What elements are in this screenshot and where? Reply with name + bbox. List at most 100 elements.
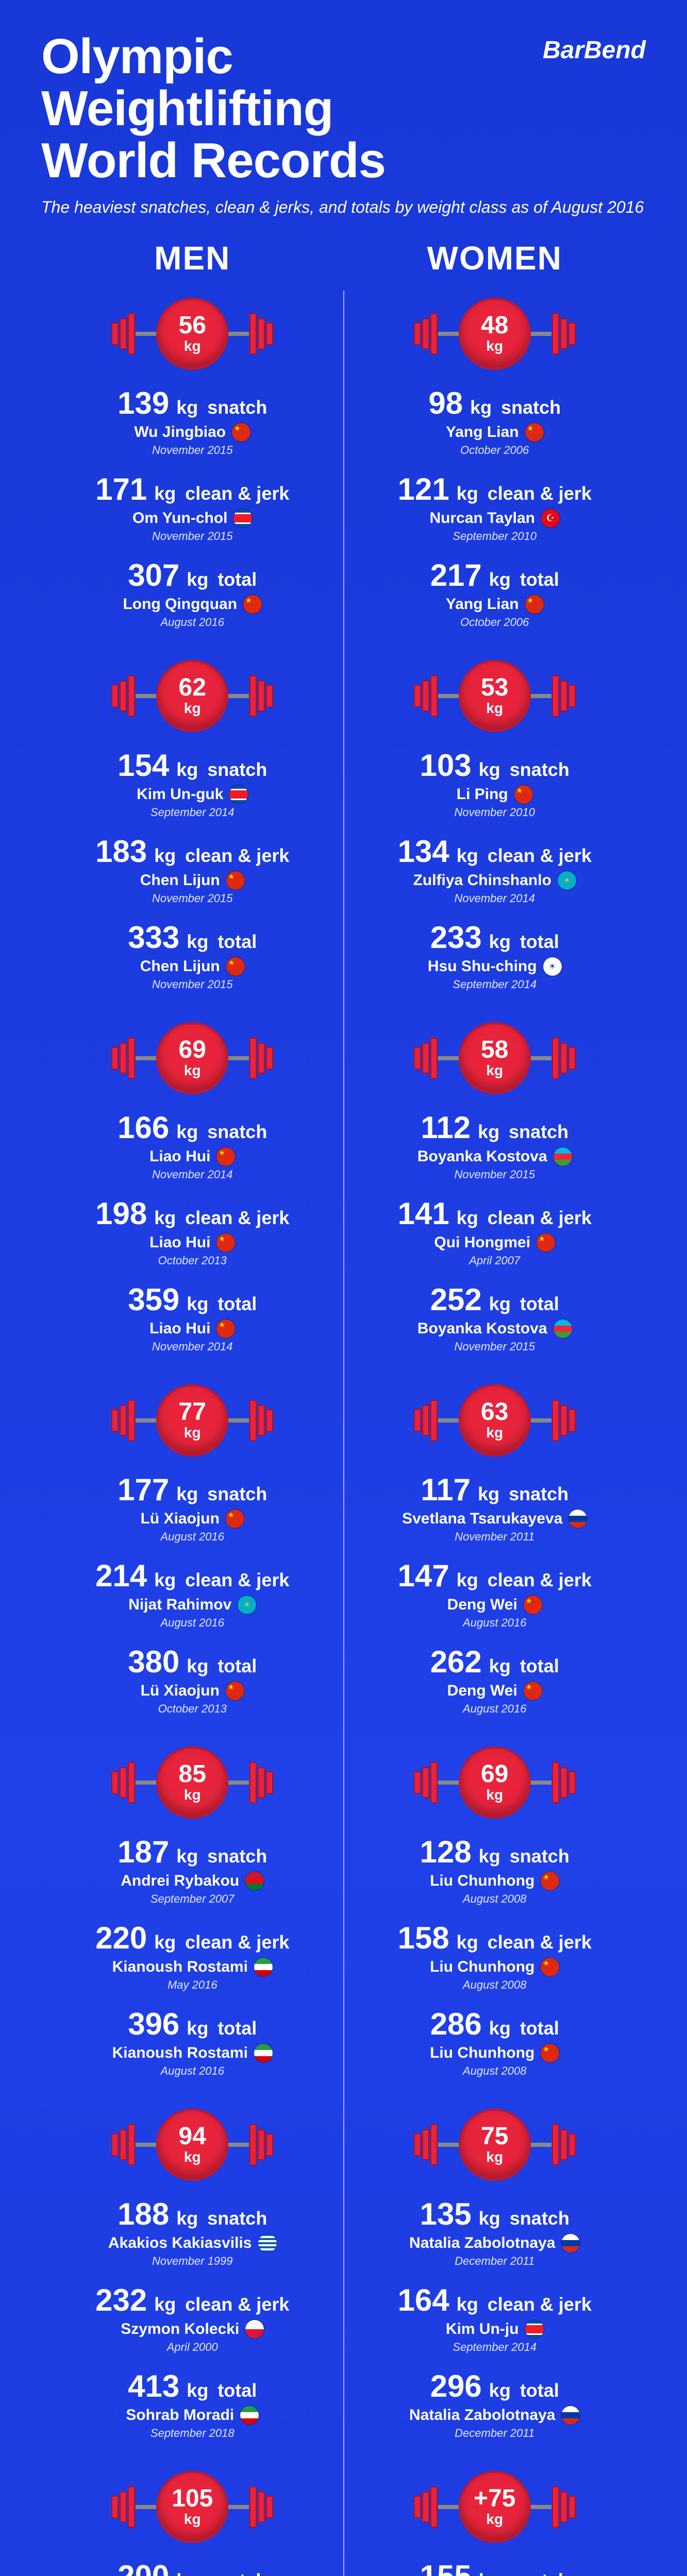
lift-type: clean & jerk (482, 845, 592, 866)
weight-class-value: 63 (481, 1400, 508, 1425)
barbell-graphic: 56 kg (57, 298, 328, 370)
record-entry: 217 kg total Yang Lian October 2006 (359, 557, 631, 629)
record-value-line: 252 kg total (359, 1282, 631, 1317)
record-entry: 177 kg snatch Lü Xiaojun August 2016 (57, 1472, 328, 1544)
flag-icon (541, 1872, 559, 1890)
weight-class-unit: kg (184, 2149, 201, 2165)
weight-class-block: 53 kg 103 kg snatch Li Ping November 201… (359, 660, 631, 991)
lift-type: total (212, 931, 257, 952)
men-heading: MEN (57, 239, 328, 277)
record-athlete-line: Liu Chunhong (359, 2044, 631, 2062)
record-athlete-line: Yang Lian (359, 595, 631, 614)
record-athlete-line: Chen Lijun (57, 871, 328, 890)
weight-class-unit: kg (184, 338, 201, 354)
record-value-line: 333 kg total (57, 920, 328, 955)
record-value-line: 117 kg snatch (359, 1472, 631, 1507)
record-value: 121 (398, 472, 449, 506)
flag-icon (254, 2044, 273, 2062)
lift-type: snatch (202, 397, 267, 418)
record-date: September 2014 (57, 806, 328, 819)
barbell-graphic: +75 kg (359, 2471, 631, 2543)
record-athlete-line: Lü Xiaojun (57, 1682, 328, 1700)
record-value-line: 164 kg clean & jerk (359, 2282, 631, 2318)
record-entry: 128 kg snatch Liu Chunhong August 2008 (359, 1834, 631, 1906)
record-value-line: 233 kg total (359, 920, 631, 955)
kg-label: kg (473, 1483, 499, 1504)
record-date: August 2016 (359, 1702, 631, 1716)
record-value-line: 214 kg clean & jerk (57, 1558, 328, 1594)
record-value: 286 (430, 2007, 482, 2041)
record-value: 177 (118, 1472, 169, 1507)
record-value-line: 286 kg total (359, 2006, 631, 2042)
plate-stack-left (111, 2124, 136, 2165)
record-value-line: 198 kg clean & jerk (57, 1196, 328, 1231)
record-athlete-line: Deng Wei (359, 1682, 631, 1700)
athlete-name: Lü Xiaojun (141, 1682, 220, 1700)
kg-label: kg (171, 2208, 198, 2229)
lift-type: snatch (505, 1845, 569, 1867)
record-entry: 139 kg snatch Wu Jingbiao November 2015 (57, 385, 328, 457)
kg-label: kg (484, 931, 511, 952)
weight-class-unit: kg (184, 1425, 201, 1441)
plate-stack-right (551, 1762, 576, 1803)
weight-class-unit: kg (486, 2511, 503, 2528)
flag-icon (525, 595, 544, 614)
record-entry: 112 kg snatch Boyanka Kostova November 2… (359, 1110, 631, 1181)
athlete-name: Qui Hongmei (434, 1234, 530, 1251)
record-athlete-line: Kim Un-ju (359, 2320, 631, 2338)
flag-icon (229, 785, 248, 804)
record-value-line: 158 kg clean & jerk (359, 1920, 631, 1956)
flag-icon (226, 871, 245, 890)
athlete-name: Szymon Kolecki (121, 2320, 239, 2338)
plate-stack-right (551, 675, 576, 717)
record-value-line: 413 kg total (57, 2368, 328, 2404)
record-date: August 2016 (359, 1616, 631, 1630)
kg-label: kg (181, 931, 208, 952)
flag-icon (554, 1319, 572, 1338)
weight-class-block: 58 kg 112 kg snatch Boyanka Kostova Nove… (359, 1022, 631, 1353)
record-date: November 2015 (57, 530, 328, 543)
lift-type: clean & jerk (482, 1931, 592, 1953)
kg-label: kg (451, 1569, 478, 1590)
record-date: November 2010 (359, 806, 631, 819)
weight-class-disc: 85 kg (156, 1747, 228, 1819)
record-value-line: 232 kg clean & jerk (57, 2282, 328, 2318)
kg-label: kg (171, 1121, 198, 1142)
kg-label: kg (474, 1845, 500, 1867)
record-value: 220 (95, 1921, 147, 1955)
flag-icon (243, 595, 262, 614)
kg-label: kg (149, 1207, 176, 1228)
record-date: September 2010 (359, 530, 631, 543)
barbell-graphic: 105 kg (57, 2471, 328, 2543)
record-value: 214 (95, 1558, 147, 1593)
record-athlete-line: Li Ping (359, 785, 631, 804)
kg-label: kg (484, 2380, 511, 2401)
plate-stack-left (413, 1038, 438, 1079)
record-date: November 2014 (359, 892, 631, 905)
lift-type: total (515, 2380, 559, 2401)
flag-icon (238, 1596, 256, 1614)
kg-label: kg (149, 845, 176, 866)
flag-icon (558, 871, 576, 890)
weight-class-block: 56 kg 139 kg snatch Wu Jingbiao November… (57, 298, 328, 629)
record-value-line: 200 kg snatch (57, 2558, 328, 2576)
record-value: 98 (428, 386, 463, 420)
record-value: 359 (128, 1282, 179, 1317)
weight-class-disc: 62 kg (156, 660, 228, 732)
record-value: 135 (420, 2197, 472, 2231)
record-athlete-line: Liao Hui (57, 1233, 328, 1252)
record-value-line: 296 kg total (359, 2368, 631, 2404)
weight-class-unit: kg (184, 1787, 201, 1803)
record-value: 154 (118, 748, 169, 783)
weight-class-block: 62 kg 154 kg snatch Kim Un-guk September… (57, 660, 328, 991)
record-value-line: 183 kg clean & jerk (57, 834, 328, 869)
flag-icon (525, 2320, 544, 2338)
weight-class-value: 56 (179, 313, 206, 338)
kg-label: kg (171, 397, 198, 418)
weight-class-value: 105 (172, 2486, 213, 2511)
lift-type: total (212, 1293, 257, 1314)
record-athlete-line: Natalia Zabolotnaya (359, 2406, 631, 2425)
weight-class-disc: 56 kg (156, 298, 228, 370)
record-entry: 296 kg total Natalia Zabolotnaya Decembe… (359, 2368, 631, 2440)
weight-class-block: 105 kg 200 kg snatch Andrei Aramnau Augu… (57, 2471, 328, 2576)
